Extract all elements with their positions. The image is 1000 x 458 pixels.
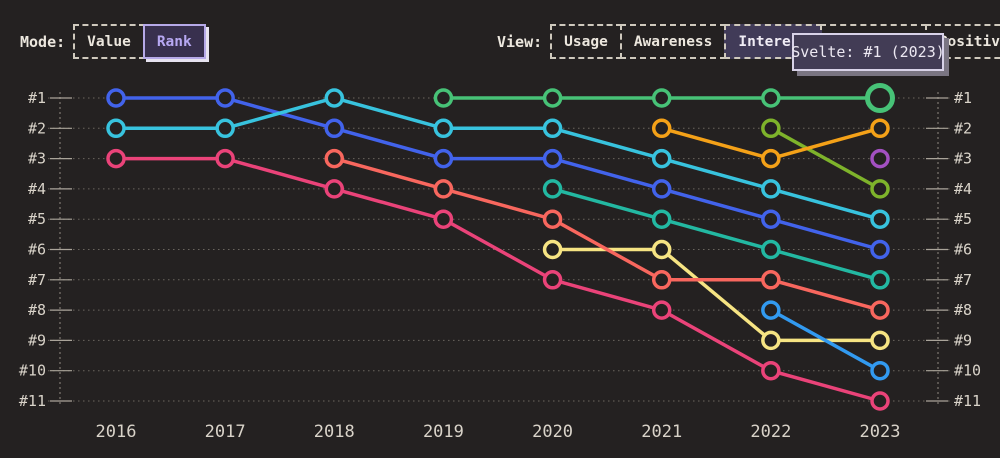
data-point-lime-2022[interactable]	[761, 118, 781, 139]
year-label: 2020	[532, 422, 573, 442]
rank-label-right: #3	[954, 150, 972, 168]
data-point-pink-2020[interactable]	[542, 270, 563, 290]
data-point-pink-2018[interactable]	[324, 179, 345, 199]
series-line-pink	[114, 156, 882, 403]
data-point-pink-2021[interactable]	[651, 300, 672, 320]
data-point-pink-2016[interactable]	[106, 148, 126, 169]
tooltip-text: Svelte: #1 (2023)	[791, 43, 945, 61]
year-label: 2021	[641, 422, 682, 442]
data-point-blue-2019[interactable]	[433, 148, 454, 169]
data-point-cyan-2016[interactable]	[106, 118, 126, 139]
mode-label: Mode:	[20, 32, 66, 51]
data-point-pink-2017[interactable]	[215, 148, 235, 169]
rank-label-right: #6	[954, 241, 972, 259]
data-point-salmon-2020[interactable]	[542, 209, 563, 229]
data-point-orange-2022[interactable]	[761, 148, 781, 169]
data-point-cyan-2018[interactable]	[324, 88, 345, 108]
data-point-teal-2021[interactable]	[651, 209, 672, 229]
data-point-salmon-2019[interactable]	[433, 179, 454, 199]
year-label: 2017	[205, 422, 246, 442]
rank-label-left: #4	[28, 180, 46, 198]
data-point-blue-2021[interactable]	[651, 179, 672, 199]
series-line-sky-blue	[769, 308, 882, 373]
data-point-salmon-2023[interactable]	[870, 300, 890, 320]
data-point-yellow-2022[interactable]	[761, 330, 781, 351]
year-label: 2019	[423, 422, 464, 442]
rank-label-right: #4	[954, 180, 972, 198]
data-point-cyan-2021[interactable]	[651, 148, 672, 169]
year-label: 2023	[860, 422, 901, 442]
series-line-salmon	[332, 156, 882, 312]
data-point-svelte-green-2020[interactable]	[542, 88, 563, 108]
rank-label-left: #9	[28, 331, 46, 349]
rank-label-right: #8	[954, 301, 972, 319]
data-point-cyan-2017[interactable]	[215, 118, 235, 139]
rank-label-right: #7	[954, 271, 972, 289]
rank-label-left: #5	[28, 210, 46, 228]
data-point-blue-2022[interactable]	[761, 209, 781, 229]
year-label: 2022	[750, 422, 791, 442]
rank-label-right: #5	[954, 210, 972, 228]
data-point-yellow-2023[interactable]	[870, 330, 890, 351]
data-point-svelte-green-2023[interactable]	[865, 83, 896, 113]
data-point-blue-2016[interactable]	[106, 88, 126, 108]
data-point-svelte-green-2021[interactable]	[651, 88, 672, 108]
rank-label-left: #8	[28, 301, 46, 319]
rank-label-right: #1	[954, 89, 972, 107]
data-point-cyan-2022[interactable]	[761, 179, 781, 199]
rank-label-left: #6	[28, 241, 46, 259]
data-point-cyan-2023[interactable]	[870, 209, 890, 229]
data-point-teal-2022[interactable]	[761, 239, 781, 260]
view-label: View:	[497, 32, 543, 51]
data-point-salmon-2022[interactable]	[761, 270, 781, 290]
series-line-blue	[114, 96, 882, 252]
rank-label-right: #10	[954, 362, 981, 380]
rank-label-left: #3	[28, 150, 46, 168]
data-point-teal-2020[interactable]	[542, 179, 563, 199]
data-point-orange-2023[interactable]	[870, 118, 890, 139]
data-point-blue-2020[interactable]	[542, 148, 563, 169]
data-point-svelte-green-2022[interactable]	[761, 88, 781, 108]
mode-button-rank[interactable]: Rank	[142, 24, 206, 59]
data-point-purple-2023[interactable]	[870, 148, 890, 169]
data-point-yellow-2021[interactable]	[651, 239, 672, 260]
rank-label-left: #2	[28, 119, 46, 137]
rank-label-right: #11	[954, 392, 981, 410]
rank-label-left: #7	[28, 271, 46, 289]
rank-label-right: #2	[954, 119, 972, 137]
year-label: 2016	[96, 422, 137, 442]
data-point-blue-2018[interactable]	[324, 118, 345, 139]
series-line-cyan	[114, 96, 882, 221]
data-point-salmon-2021[interactable]	[651, 270, 672, 290]
mode-toggle: Mode: Value Rank	[20, 24, 206, 59]
series-line-lime	[769, 126, 882, 191]
data-point-blue-2023[interactable]	[870, 239, 890, 260]
data-point-cyan-2020[interactable]	[542, 118, 563, 139]
rank-label-left: #10	[19, 362, 46, 380]
data-point-pink-2022[interactable]	[761, 360, 781, 381]
data-point-cyan-2019[interactable]	[433, 118, 454, 139]
data-point-lime-2023[interactable]	[870, 179, 890, 199]
rank-label-left: #11	[19, 392, 46, 410]
series-line-teal	[550, 187, 882, 282]
rank-label-left: #1	[28, 89, 46, 107]
data-point-sky-blue-2023[interactable]	[870, 360, 890, 381]
data-point-yellow-2020[interactable]	[542, 239, 563, 260]
data-point-salmon-2018[interactable]	[324, 148, 345, 169]
data-point-orange-2021[interactable]	[651, 118, 672, 139]
data-point-svelte-green-2019[interactable]	[433, 88, 454, 108]
data-point-teal-2023[interactable]	[870, 270, 890, 290]
rank-label-right: #9	[954, 331, 972, 349]
data-point-blue-2017[interactable]	[215, 88, 235, 108]
data-point-pink-2023[interactable]	[870, 391, 890, 411]
year-label: 2018	[314, 422, 355, 442]
data-point-sky-blue-2022[interactable]	[761, 300, 781, 320]
tooltip: Svelte: #1 (2023)	[791, 33, 945, 71]
data-point-pink-2019[interactable]	[433, 209, 454, 229]
